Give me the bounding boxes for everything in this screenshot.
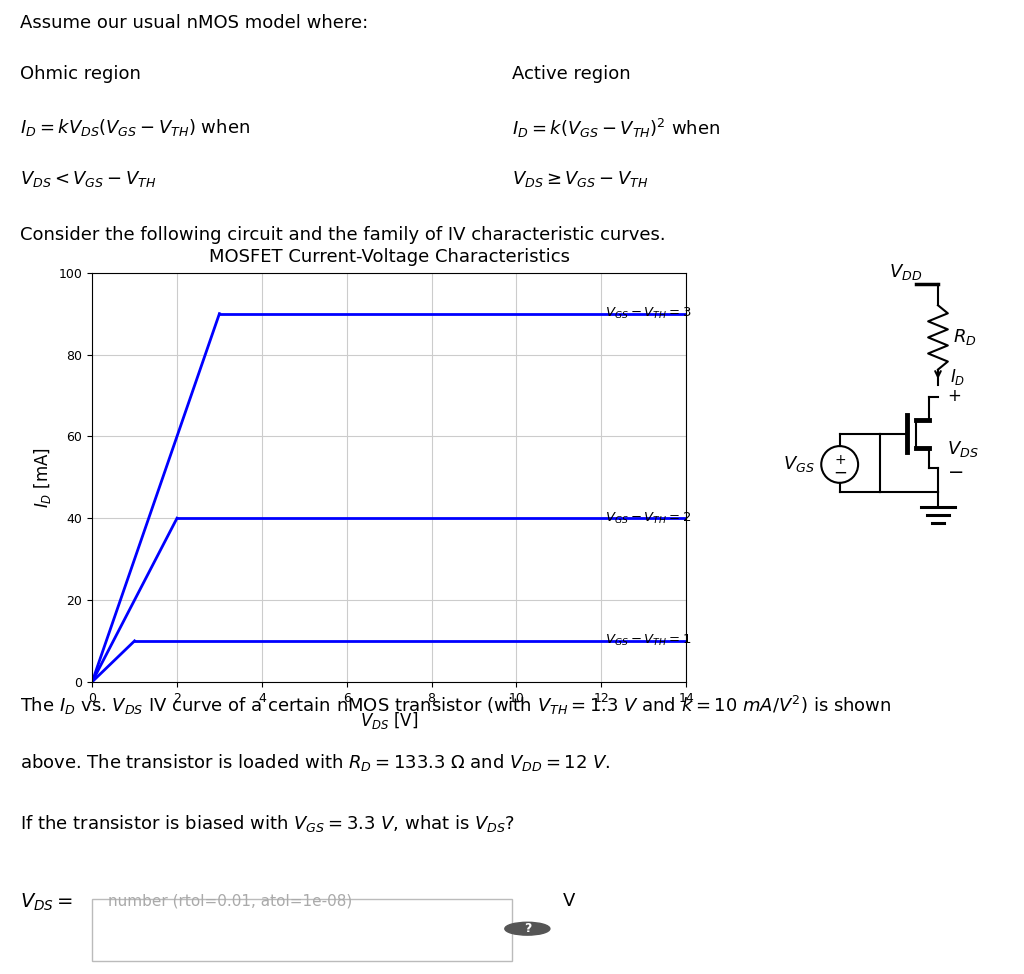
Text: ?: ? <box>523 922 531 935</box>
Text: Consider the following circuit and the family of IV characteristic curves.: Consider the following circuit and the f… <box>20 226 666 244</box>
Text: $V_{DS} \geq V_{GS} - V_{TH}$: $V_{DS} \geq V_{GS} - V_{TH}$ <box>512 169 648 189</box>
Text: $V_{DS}$: $V_{DS}$ <box>947 439 979 459</box>
Text: $I_D = k(V_{GS} - V_{TH})^2$ when: $I_D = k(V_{GS} - V_{TH})^2$ when <box>512 117 720 140</box>
Text: $R_D$: $R_D$ <box>953 327 977 348</box>
Text: $V_{GS}$: $V_{GS}$ <box>783 455 815 474</box>
Text: The $I_D$ vs. $V_{DS}$ IV curve of a certain nMOS transistor (with $V_{TH} = 1.3: The $I_D$ vs. $V_{DS}$ IV curve of a cer… <box>20 693 892 717</box>
Text: Active region: Active region <box>512 65 631 84</box>
Text: $+$: $+$ <box>834 453 846 467</box>
Text: $-$: $-$ <box>947 461 964 480</box>
Text: Assume our usual nMOS model where:: Assume our usual nMOS model where: <box>20 14 369 31</box>
Text: $V_{DS} =$: $V_{DS} =$ <box>20 892 74 914</box>
Text: $V_{GS} - V_{TH} = 1$: $V_{GS} - V_{TH} = 1$ <box>605 633 692 649</box>
Text: $V_{GS} - V_{TH} = 2$: $V_{GS} - V_{TH} = 2$ <box>605 510 691 526</box>
Text: $I_D = kV_{DS}(V_{GS} - V_{TH})$ when: $I_D = kV_{DS}(V_{GS} - V_{TH})$ when <box>20 117 251 138</box>
Text: number (rtol=0.01, atol=1e-08): number (rtol=0.01, atol=1e-08) <box>108 894 352 909</box>
Text: $V_{GS} - V_{TH} = 3$: $V_{GS} - V_{TH} = 3$ <box>605 306 692 321</box>
Text: $-$: $-$ <box>833 463 847 481</box>
Text: $V_{DS} < V_{GS} - V_{TH}$: $V_{DS} < V_{GS} - V_{TH}$ <box>20 169 157 189</box>
Text: Ohmic region: Ohmic region <box>20 65 141 84</box>
Title: MOSFET Current-Voltage Characteristics: MOSFET Current-Voltage Characteristics <box>209 247 569 266</box>
Text: $I_D$: $I_D$ <box>950 367 966 388</box>
Text: $+$: $+$ <box>947 387 962 404</box>
Text: above. The transistor is loaded with $R_D = 133.3$ $\Omega$ and $V_{DD} = 12$ $V: above. The transistor is loaded with $R_… <box>20 752 611 773</box>
FancyBboxPatch shape <box>92 900 512 960</box>
Text: If the transistor is biased with $V_{GS} = 3.3$ $V$, what is $V_{DS}$?: If the transistor is biased with $V_{GS}… <box>20 813 516 835</box>
Text: $V_{DD}$: $V_{DD}$ <box>889 262 922 281</box>
Y-axis label: $I_D$ [mA]: $I_D$ [mA] <box>32 447 53 507</box>
Text: V: V <box>563 892 575 910</box>
X-axis label: $V_{DS}$ [V]: $V_{DS}$ [V] <box>359 710 419 731</box>
Circle shape <box>505 922 550 935</box>
